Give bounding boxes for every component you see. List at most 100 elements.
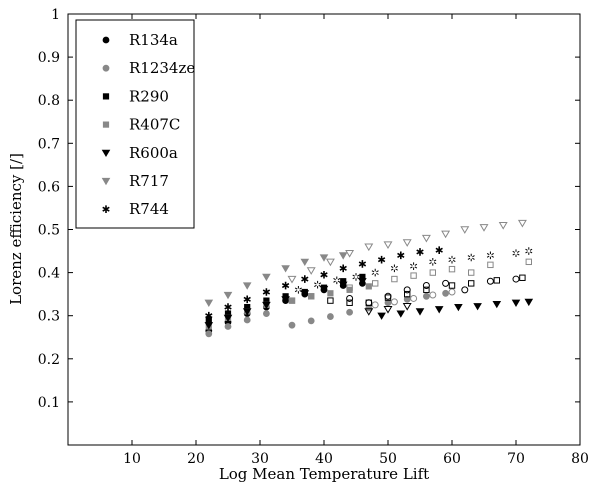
y-tick-label: 1: [51, 7, 60, 23]
series-r744: [205, 246, 533, 320]
data-point-open: [345, 250, 355, 258]
y-tick-label: 0.9: [38, 50, 60, 66]
data-point-open: [487, 261, 494, 269]
y-tick-label: 0.4: [38, 266, 60, 282]
data-point: [204, 322, 214, 330]
data-point: [301, 275, 309, 283]
legend-label: R134a: [129, 31, 178, 49]
data-point-open: [486, 251, 494, 260]
data-point-open: [383, 241, 393, 249]
data-point-open: [372, 280, 379, 287]
data-point: [204, 299, 214, 307]
data-point-open: [306, 267, 316, 275]
data-point: [262, 310, 270, 317]
data-point: [242, 282, 252, 290]
data-point-open: [391, 275, 398, 283]
data-point-open: [429, 269, 437, 276]
data-point-open: [383, 306, 393, 314]
data-point-open: [467, 253, 475, 262]
data-point-open: [314, 280, 322, 289]
data-point: [300, 290, 310, 298]
legend-marker: [102, 64, 110, 72]
data-point-open: [410, 262, 418, 270]
data-point-open: [460, 226, 470, 234]
x-tick-label: 60: [443, 451, 461, 467]
data-point-open: [325, 258, 335, 267]
data-point-open: [402, 303, 412, 311]
data-point-open: [352, 273, 360, 281]
y-tick-label: 0.2: [38, 352, 60, 368]
legend-label: R600a: [129, 144, 178, 162]
data-point: [338, 252, 348, 260]
legend-label: R744: [129, 200, 169, 218]
data-point-open: [327, 297, 334, 304]
axis-ticks: 10 20 30 40 50 60 70 80 0.1 0.2 0.3 0.4 0.5 0.6 0.7 0.8…: [38, 7, 589, 467]
legend-marker: [102, 205, 110, 213]
data-point-open: [429, 291, 437, 299]
data-point: [415, 308, 425, 316]
data-point-open: [384, 294, 392, 301]
x-tick-label: 40: [315, 451, 333, 467]
data-point-open: [525, 247, 533, 255]
data-point-open: [403, 286, 411, 294]
data-point: [338, 281, 348, 289]
y-tick-label: 0.6: [38, 179, 60, 195]
data-point: [224, 303, 232, 311]
data-point: [262, 288, 271, 296]
x-tick-label: 50: [379, 451, 397, 467]
data-point: [384, 299, 392, 307]
y-tick-label: 0.3: [38, 309, 60, 325]
data-point-open: [404, 290, 411, 298]
data-point: [281, 296, 290, 304]
data-point-open: [519, 274, 526, 281]
data-point-open: [410, 294, 418, 302]
data-point-open: [390, 298, 398, 306]
data-point: [358, 260, 367, 268]
data-point: [524, 298, 534, 307]
data-point: [397, 251, 405, 260]
data-point: [442, 289, 450, 297]
data-point: [243, 295, 251, 304]
data-point: [243, 316, 251, 324]
x-tick-label: 10: [123, 451, 141, 467]
data-point-open: [346, 294, 354, 302]
data-point-open: [448, 288, 456, 296]
data-point-open: [486, 277, 494, 285]
data-point: [396, 310, 406, 318]
data-point: [403, 295, 411, 303]
y-tick-label: 0.8: [38, 93, 60, 109]
data-point: [308, 293, 315, 300]
data-point-open: [421, 234, 431, 243]
data-point: [262, 273, 271, 282]
data-point: [288, 297, 296, 304]
data-point-open: [371, 268, 379, 277]
data-point-open: [498, 221, 508, 230]
data-point: [281, 281, 290, 290]
data-point: [224, 323, 232, 330]
series-r600a: [204, 278, 534, 330]
data-point: [365, 304, 373, 312]
data-point-open: [512, 249, 520, 257]
data-point: [223, 314, 233, 323]
data-point-open: [333, 276, 341, 285]
data-point-open: [442, 279, 450, 287]
data-point-open: [493, 277, 501, 284]
data-point: [422, 292, 430, 300]
data-point: [346, 286, 353, 293]
data-point-open: [517, 219, 527, 228]
data-point: [281, 265, 290, 273]
data-point: [205, 311, 213, 320]
x-tick-label: 70: [507, 451, 525, 467]
data-point: [223, 291, 233, 300]
y-tick-label: 0.5: [38, 223, 60, 239]
data-point-open: [448, 255, 456, 264]
data-point-open: [479, 224, 489, 232]
data-point-open: [364, 308, 374, 316]
data-point-open: [441, 230, 451, 239]
x-axis-label: Log Mean Temperature Lift: [219, 465, 429, 483]
legend-marker: [102, 93, 110, 100]
data-point: [242, 308, 252, 316]
data-point: [358, 278, 367, 286]
legend-marker: [102, 36, 110, 44]
legend: R134a R1234ze R290 R407C R600a R717 R744: [75, 19, 195, 229]
